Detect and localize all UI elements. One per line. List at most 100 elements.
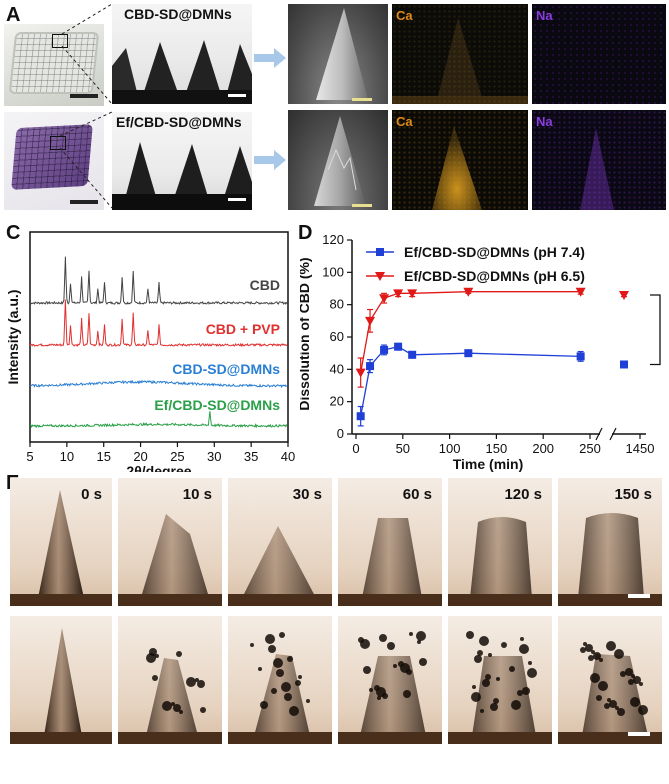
arrow-right-icon — [254, 48, 286, 68]
time-label: 120 s — [504, 486, 542, 503]
time-label: 150 s — [614, 486, 652, 503]
dissolution-x-tick-label: 50 — [396, 441, 410, 456]
dissolution-point-square — [356, 412, 365, 421]
dissolution-x-tick-label: 250 — [579, 441, 601, 456]
xrd-series-label: CBD + PVP — [206, 321, 280, 337]
time-lapse-frame — [10, 616, 112, 744]
legend-marker-triangle — [375, 272, 385, 281]
time-lapse-frame: 30 s — [228, 478, 332, 606]
time-lapse-frame: 150 s — [558, 478, 662, 606]
dissolution-point-square — [380, 345, 389, 354]
label-ef-cbd-sd-dmns-a: Ef/CBD-SD@DMNs — [116, 114, 242, 130]
dissolution-point-square — [620, 360, 628, 369]
needle-image-bottom — [112, 112, 252, 210]
time-label: 60 s — [402, 486, 432, 503]
dissolution-x-tick-label: 0 — [352, 441, 359, 456]
dissolution-x-tick-label: 1450 — [626, 441, 655, 456]
dissolution-point-square — [394, 342, 403, 351]
axis-break-mark — [595, 427, 603, 441]
dissolution-point-triangle — [355, 368, 366, 378]
xrd-x-axis-label: 2θ/degree — [126, 463, 191, 472]
ca-map-top: Ca — [392, 4, 528, 104]
xrd-x-tick-label: 30 — [207, 449, 221, 464]
xrd-series-line — [29, 256, 288, 305]
scale-bar — [628, 732, 650, 736]
dissolution-point-triangle — [393, 289, 404, 299]
dissolution-series-line — [360, 291, 581, 373]
xrd-plot-frame — [29, 231, 289, 443]
needle-image-top — [112, 4, 252, 104]
time-lapse-frame — [558, 616, 662, 744]
xrd-x-tick-label: 5 — [26, 449, 33, 464]
label-na-bottom: Na — [536, 114, 553, 129]
time-lapse-frame — [338, 616, 442, 744]
dissolution-y-tick-label: 80 — [330, 297, 344, 312]
label-ca-bottom: Ca — [396, 114, 413, 129]
dissolution-point-triangle — [407, 289, 418, 299]
time-label: 30 s — [292, 486, 322, 503]
xrd-chart: CBD CBD + PVP CBD-SD@DMNs Ef/CBD-SD@DMNs 5 1… — [5, 231, 295, 472]
na-map-top: Na — [532, 4, 666, 104]
time-lapse-frame — [118, 616, 222, 744]
legend-label: Ef/CBD-SD@DMNs (pH 6.5) — [404, 268, 585, 284]
dissolution-point-square — [576, 352, 585, 361]
sem-image-bottom — [288, 110, 388, 210]
time-lapse-frame: 10 s — [118, 478, 222, 606]
dissolution-y-tick-label: 100 — [322, 264, 344, 279]
time-lapse-frame: 60 s — [338, 478, 442, 606]
scale-bar — [628, 594, 650, 598]
xrd-x-tick-label: 40 — [281, 449, 295, 464]
xrd-series-label: Ef/CBD-SD@DMNs — [154, 397, 280, 413]
dissolution-y-tick-label: 40 — [330, 361, 344, 376]
dissolution-point-triangle — [463, 287, 474, 297]
dissolution-y-tick-label: 20 — [330, 394, 344, 409]
dissolution-x-tick-label: 100 — [439, 441, 461, 456]
legend-marker-square — [376, 248, 384, 256]
patch-photo-top — [4, 24, 104, 106]
dissolution-y-axis-label: Dissolution of CBD (%) — [300, 257, 312, 410]
xrd-series-line — [29, 299, 288, 348]
time-lapse-frame — [448, 616, 552, 744]
dissolution-point-triangle — [379, 294, 390, 304]
arrow-right-icon — [254, 150, 286, 170]
xrd-series-label: CBD-SD@DMNs — [172, 361, 280, 377]
dissolution-point-square — [366, 362, 375, 371]
panel-label-a: A — [6, 4, 21, 26]
dissolution-point-square — [464, 349, 473, 358]
significance-bracket — [650, 294, 661, 366]
axis-break-mark — [609, 427, 617, 441]
label-na-top: Na — [536, 8, 553, 23]
time-label: 10 s — [182, 486, 212, 503]
na-map-bottom: Na — [532, 110, 666, 210]
xrd-y-axis-label: Intensity (a.u.) — [5, 290, 21, 385]
xrd-series-line — [29, 379, 288, 389]
dissolution-x-tick-label: 200 — [532, 441, 554, 456]
xrd-x-tick-label: 15 — [96, 449, 110, 464]
panel-label-c: C — [6, 222, 21, 244]
label-ca-top: Ca — [396, 8, 413, 23]
xrd-series-label: CBD — [250, 277, 280, 293]
sem-image-top — [288, 4, 388, 104]
time-label: 0 s — [81, 486, 102, 503]
time-lapse-frame — [228, 616, 332, 744]
xrd-x-tick-label: 25 — [170, 449, 184, 464]
label-cbd-sd-dmns-a: CBD-SD@DMNs — [124, 6, 232, 22]
xrd-x-tick-label: 20 — [133, 449, 147, 464]
dissolution-point-square — [408, 350, 417, 359]
ca-map-bottom: Ca — [392, 110, 528, 210]
dissolution-y-tick-label: 120 — [322, 232, 344, 247]
patch-photo-bottom — [4, 112, 104, 210]
dissolution-point-triangle — [575, 287, 586, 297]
legend-label: Ef/CBD-SD@DMNs (pH 7.4) — [404, 244, 585, 260]
xrd-x-tick-label: 10 — [60, 449, 74, 464]
dissolution-point-triangle — [619, 290, 629, 300]
dissolution-y-tick-label: 60 — [330, 329, 344, 344]
dissolution-x-tick-label: 150 — [486, 441, 508, 456]
dissolution-y-tick-label: 0 — [337, 426, 344, 441]
time-lapse-frame: 120 s — [448, 478, 552, 606]
dissolution-x-axis-label: Time (min) — [453, 456, 524, 472]
panel-label-d: D — [298, 222, 313, 244]
dissolution-point-triangle — [365, 316, 376, 326]
